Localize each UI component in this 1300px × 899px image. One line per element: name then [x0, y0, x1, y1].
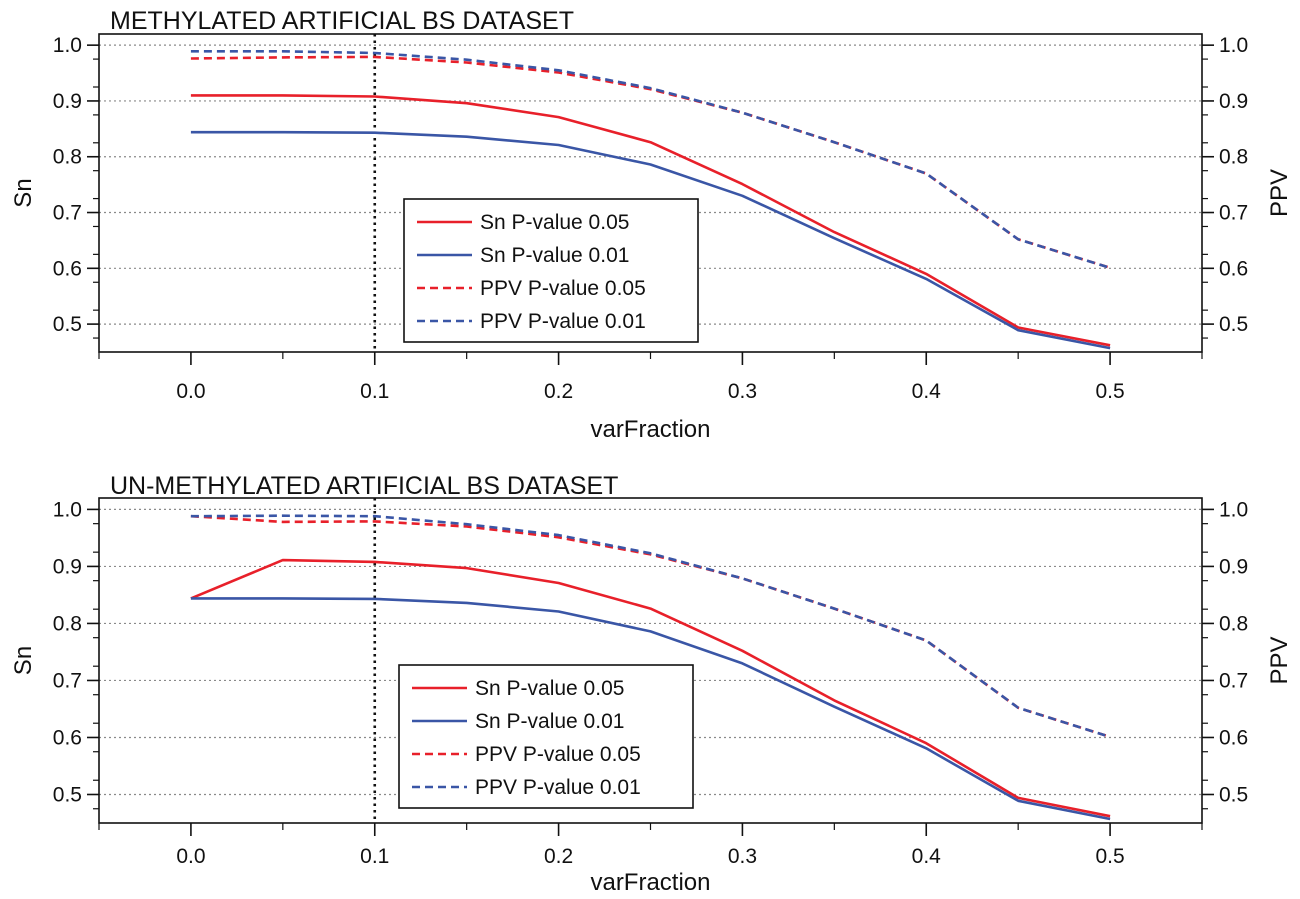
legend: Sn P-value 0.05 Sn P-value 0.01 PPV P-valu…	[403, 198, 699, 343]
legend-label: Sn P-value 0.01	[475, 710, 624, 733]
chart-title: METHYLATED ARTIFICIAL BS DATASET	[110, 7, 574, 35]
x-tick-label: 0.3	[728, 380, 757, 403]
y-tick-label-left: 0.6	[53, 257, 82, 280]
x-tick-label: 0.1	[360, 380, 389, 403]
y-tick-label-right: 0.5	[1219, 783, 1248, 806]
series-line-1	[190, 94, 1111, 347]
legend-label: PPV P-value 0.01	[475, 776, 641, 799]
y-tick-label-right: 0.8	[1219, 612, 1248, 635]
chart-title: UN-METHYLATED ARTIFICIAL BS DATASET	[110, 472, 618, 500]
series-line-2	[190, 597, 1111, 821]
x-axis-label: varFraction	[590, 416, 710, 443]
x-tick-label: 0.4	[912, 845, 942, 868]
y-axis-label-right: PPV	[1266, 636, 1293, 684]
legend-label: Sn P-value 0.01	[480, 244, 629, 267]
legend-label: PPV P-value 0.01	[480, 310, 646, 333]
legend-label: Sn P-value 0.05	[475, 677, 624, 700]
series-line-4	[190, 49, 1111, 270]
y-tick-label-left: 1.0	[53, 498, 82, 521]
y-tick-label-right: 1.0	[1219, 498, 1248, 521]
legend-label: Sn P-value 0.05	[480, 211, 629, 234]
x-tick-label: 0.2	[544, 845, 573, 868]
y-tick-label-right: 1.0	[1219, 34, 1248, 57]
x-tick-label: 0.5	[1095, 845, 1124, 868]
y-tick-label-left: 0.5	[53, 313, 82, 336]
x-tick-label: 0.5	[1095, 380, 1124, 403]
x-tick-label: 0.4	[912, 380, 942, 403]
y-axis-label-left: Sn	[10, 646, 37, 675]
y-tick-label-right: 0.7	[1219, 202, 1248, 225]
legend-label: PPV P-value 0.05	[475, 743, 641, 766]
y-tick-label-left: 1.0	[53, 34, 82, 57]
x-axis-label: varFraction	[590, 869, 710, 894]
y-axis-label-right: PPV	[1266, 169, 1293, 217]
y-tick-label-left: 0.9	[53, 555, 82, 578]
x-tick-label: 0.0	[176, 845, 205, 868]
y-tick-label-right: 0.8	[1219, 146, 1248, 169]
legend: Sn P-value 0.05 Sn P-value 0.01 PPV P-valu…	[398, 664, 694, 809]
y-tick-label-right: 0.6	[1219, 257, 1248, 280]
y-tick-label-left: 0.7	[53, 202, 82, 225]
y-tick-label-right: 0.9	[1219, 90, 1248, 113]
y-tick-label-left: 0.8	[53, 146, 82, 169]
series-line-2	[190, 130, 1111, 350]
y-tick-label-right: 0.9	[1219, 555, 1248, 578]
y-tick-label-right: 0.7	[1219, 669, 1248, 692]
x-tick-label: 0.3	[728, 845, 757, 868]
y-tick-label-right: 0.6	[1219, 726, 1248, 749]
y-tick-label-right: 0.5	[1219, 313, 1248, 336]
series-line-1	[190, 558, 1111, 818]
chart-panel-1: METHYLATED ARTIFICIAL BS DATASET 0.5 0.5 0.…	[10, 7, 1293, 443]
series-line-4	[190, 514, 1111, 739]
x-tick-label: 0.1	[360, 845, 389, 868]
chart-panel-2: UN-METHYLATED ARTIFICIAL BS DATASET 0.5 0.…	[10, 472, 1293, 896]
y-tick-label-left: 0.9	[53, 90, 82, 113]
y-tick-label-left: 0.5	[53, 783, 82, 806]
legend-label: PPV P-value 0.05	[480, 277, 646, 300]
x-tick-label: 0.2	[544, 380, 573, 403]
y-tick-label-left: 0.8	[53, 612, 82, 635]
y-tick-label-left: 0.7	[53, 669, 82, 692]
y-tick-label-left: 0.6	[53, 726, 82, 749]
y-axis-label-left: Sn	[10, 178, 37, 207]
x-tick-label: 0.0	[176, 380, 205, 403]
